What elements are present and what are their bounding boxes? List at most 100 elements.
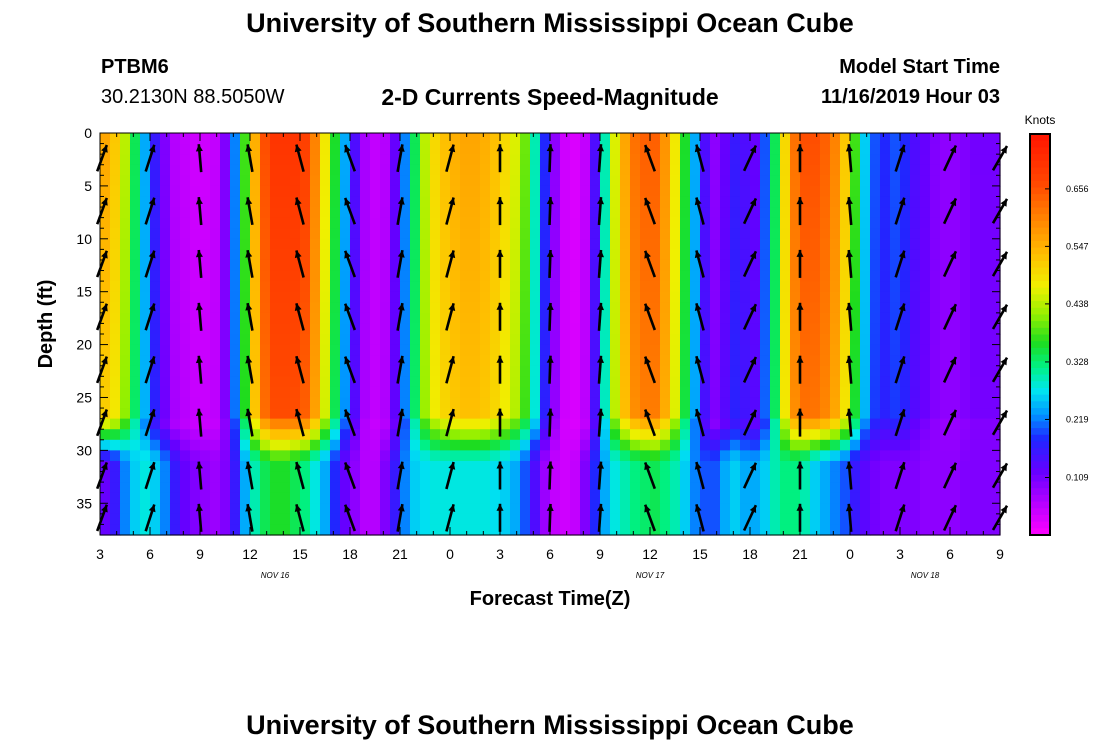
y-tick-label: 0: [84, 125, 92, 141]
heatmap-cell: [460, 460, 471, 473]
heatmap-cell: [980, 429, 991, 441]
heatmap-cell: [870, 334, 881, 346]
heatmap-cell: [580, 281, 591, 293]
heatmap-cell: [840, 503, 851, 515]
heatmap-cell: [840, 492, 851, 504]
heatmap-cell: [150, 228, 161, 240]
heatmap-cell: [820, 175, 831, 187]
heatmap-cell: [110, 344, 121, 356]
heatmap-cell: [530, 365, 541, 377]
colorbar-cell: [1030, 180, 1050, 189]
heatmap-cell: [540, 291, 551, 303]
heatmap-cell: [250, 460, 261, 473]
heatmap-cell: [670, 175, 681, 187]
heatmap-cell: [990, 418, 1001, 430]
heatmap-cell: [130, 355, 141, 367]
heatmap-cell: [520, 133, 531, 145]
heatmap-cell: [990, 207, 1001, 219]
heatmap-cell: [630, 154, 641, 166]
heatmap-cell: [320, 207, 331, 219]
date-label: NOV 16: [261, 571, 290, 580]
heatmap-cell: [960, 312, 971, 325]
heatmap-cell: [350, 450, 361, 462]
heatmap-cell: [300, 175, 311, 187]
heatmap-cell: [550, 291, 561, 303]
heatmap-cell: [880, 408, 891, 420]
heatmap-cell: [630, 418, 641, 430]
heatmap-cell: [130, 482, 141, 494]
heatmap-cell: [650, 281, 661, 293]
heatmap-cell: [730, 439, 741, 451]
heatmap-cell: [700, 397, 711, 409]
heatmap-cell: [420, 281, 431, 293]
heatmap-cell: [560, 471, 571, 483]
heatmap-cell: [210, 503, 221, 515]
heatmap-cell: [660, 450, 671, 462]
heatmap-cell: [500, 228, 511, 240]
current-vector-head: [448, 356, 456, 364]
heatmap-cell: [740, 143, 751, 155]
heatmap-cell: [450, 492, 461, 504]
heatmap-cell: [300, 207, 311, 219]
heatmap-cell: [170, 217, 181, 229]
heatmap-cell: [850, 397, 861, 409]
heatmap-cell: [510, 503, 521, 515]
current-vector-head: [148, 197, 156, 206]
heatmap-cell: [990, 355, 1001, 367]
heatmap-cell: [200, 471, 211, 483]
heatmap-cell: [700, 471, 711, 483]
heatmap-cell: [820, 460, 831, 473]
heatmap-cell: [970, 207, 981, 219]
heatmap-cell: [760, 344, 771, 356]
heatmap-cell: [620, 249, 631, 261]
heatmap-cell: [320, 312, 331, 325]
heatmap-cell: [230, 291, 241, 303]
heatmap-cell: [530, 133, 541, 145]
heatmap-cell: [930, 217, 941, 229]
heatmap-cell: [850, 154, 861, 166]
heatmap-cell: [140, 207, 151, 219]
heatmap-cell: [810, 344, 821, 356]
current-vector-head: [245, 461, 253, 470]
heatmap-cell: [400, 281, 411, 293]
heatmap-cell: [470, 143, 481, 155]
heatmap-cell: [970, 429, 981, 441]
heatmap-cell: [770, 154, 781, 166]
heatmap-cell: [520, 281, 531, 293]
heatmap-cell: [340, 450, 351, 462]
heatmap-cell: [890, 365, 901, 377]
heatmap-cell: [600, 207, 611, 219]
heatmap-cell: [390, 238, 401, 250]
heatmap-cell: [370, 238, 381, 250]
heatmap-cell: [510, 439, 521, 451]
heatmap-cell: [630, 439, 641, 451]
heatmap-cell: [300, 408, 311, 420]
heatmap-cell: [660, 460, 671, 473]
current-vector-head: [195, 461, 203, 469]
heatmap-cell: [390, 228, 401, 240]
heatmap-cell: [140, 154, 151, 166]
heatmap-cell: [750, 376, 761, 388]
heatmap-cell: [910, 302, 921, 314]
heatmap-cell: [670, 133, 681, 145]
heatmap-cell: [370, 133, 381, 145]
heatmap-cell: [360, 302, 371, 314]
colorbar-label: 0.438: [1066, 299, 1089, 309]
heatmap-cell: [980, 323, 991, 335]
heatmap-cell: [690, 397, 701, 409]
heatmap-cell: [500, 376, 511, 388]
heatmap-cell: [800, 386, 811, 399]
heatmap-cell: [630, 450, 641, 462]
heatmap-cell: [290, 249, 301, 261]
heatmap-cell: [440, 471, 451, 483]
heatmap-cell: [870, 196, 881, 208]
heatmap-cell: [780, 429, 791, 441]
colorbar-cell: [1030, 521, 1050, 529]
heatmap-cell: [890, 312, 901, 325]
heatmap-cell: [850, 492, 861, 504]
heatmap-cell: [770, 312, 781, 325]
heatmap-cell: [890, 471, 901, 483]
heatmap-cell: [190, 344, 201, 356]
heatmap-cell: [330, 185, 341, 198]
heatmap-cell: [980, 471, 991, 483]
